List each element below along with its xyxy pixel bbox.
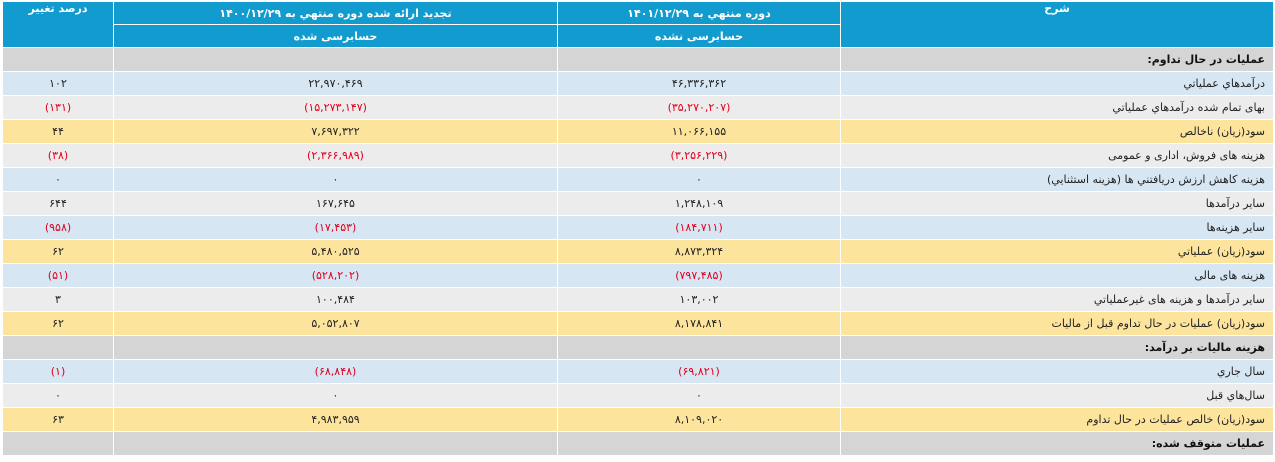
row-value: (۵۱)	[2, 263, 114, 288]
row-value: (۳,۲۵۶,۲۲۹)	[557, 143, 841, 168]
row-value: (۱۳۱)	[2, 95, 114, 120]
row-label: عمليات متوقف شده:	[840, 431, 1274, 456]
row-value: ۱۰۳,۰۰۲	[557, 287, 841, 312]
row-label: ساير درآمدها و هزينه هاى غيرعملياتي	[840, 287, 1274, 312]
row-value: (۶۹,۸۲۱)	[557, 359, 841, 384]
row-value: ۵,۴۸۰,۵۲۵	[113, 239, 558, 264]
row-value: (۶۸,۸۴۸)	[113, 359, 558, 384]
row-value: ۱۰۰,۴۸۴	[113, 287, 558, 312]
row-label: بهاى تمام شده درآمدهاي عملياتي	[840, 95, 1274, 120]
table-row: سود(زيان) عمليات در حال تداوم قبل از مال…	[2, 311, 1274, 336]
header-cell: درصد تغيير	[2, 1, 114, 48]
row-label: درآمدهاي عملياتي	[840, 71, 1274, 96]
header-cell: تجدید ارائه شده دوره منتهي به ۱۴۰۰/۱۲/۲۹	[113, 1, 558, 25]
row-value: ۷,۶۹۷,۳۲۲	[113, 119, 558, 144]
row-value: ۱,۲۴۸,۱۰۹	[557, 191, 841, 216]
row-value: ۴۶,۳۳۶,۳۶۲	[557, 71, 841, 96]
row-value: ۳	[2, 287, 114, 312]
row-value: (۹۵۸)	[2, 215, 114, 240]
row-label: ساير درآمدها	[840, 191, 1274, 216]
table-row: سود(زيان) ناخالص ۱۱,۰۶۶,۱۵۵ ۷,۶۹۷,۳۲۲ ۴۴	[2, 119, 1274, 144]
row-label: هزينه هاى فروش، ادارى و عمومى	[840, 143, 1274, 168]
row-label: سود(زيان) خالص عمليات در حال تداوم	[840, 407, 1274, 432]
table-row: هزينه کاهش ارزش دريافتني ها (هزينه استثن…	[2, 167, 1274, 192]
table-row: هزينه ماليات بر درآمد:	[2, 335, 1274, 360]
row-value: ۶۲	[2, 239, 114, 264]
row-value: (۱۷,۴۵۳)	[113, 215, 558, 240]
row-label: سود(زيان) عمليات در حال تداوم قبل از مال…	[840, 311, 1274, 336]
row-value: ۵,۰۵۲,۸۰۷	[113, 311, 558, 336]
subheader-cell: حسابرسی شده	[113, 24, 558, 48]
header-cell: دوره منتهي به ۱۴۰۱/۱۲/۲۹	[557, 1, 841, 25]
row-value: (۱۸۴,۷۱۱)	[557, 215, 841, 240]
table-row: سال جاري (۶۹,۸۲۱) (۶۸,۸۴۸) (۱)	[2, 359, 1274, 384]
row-value: ۰	[2, 383, 114, 408]
row-value: (۳۸)	[2, 143, 114, 168]
table-body: عمليات در حال تداوم: درآمدهاي عملياتي ۴۶,۳…	[2, 47, 1274, 456]
row-label: سود(زيان) عملياتي	[840, 239, 1274, 264]
row-label: هزينه کاهش ارزش دريافتني ها (هزينه استثن…	[840, 167, 1274, 192]
row-value: ۱۱,۰۶۶,۱۵۵	[557, 119, 841, 144]
row-value: ۸,۱۷۸,۸۴۱	[557, 311, 841, 336]
row-value: ۰	[113, 167, 558, 192]
row-value: ۰	[557, 167, 841, 192]
row-label: سال جاري	[840, 359, 1274, 384]
row-value	[113, 431, 558, 456]
row-value: (۷۹۷,۴۸۵)	[557, 263, 841, 288]
row-value: (۲,۳۶۶,۹۸۹)	[113, 143, 558, 168]
table-row: سایر هزینه‌ها (۱۸۴,۷۱۱) (۱۷,۴۵۳) (۹۵۸)	[2, 215, 1274, 240]
table-row: ساير درآمدها ۱,۲۴۸,۱۰۹ ۱۶۷,۶۴۵ ۶۴۴	[2, 191, 1274, 216]
row-value: ۲۲,۹۷۰,۴۶۹	[113, 71, 558, 96]
row-value	[113, 335, 558, 360]
row-value: ۰	[557, 383, 841, 408]
row-value: ۶۲	[2, 311, 114, 336]
table-row: ساير درآمدها و هزينه هاى غيرعملياتي ۱۰۳,۰…	[2, 287, 1274, 312]
row-value: ۶۴۴	[2, 191, 114, 216]
table-row: عمليات متوقف شده:	[2, 431, 1274, 456]
table-row: سود(زيان) خالص عمليات در حال تداوم ۸,۱۰۹,…	[2, 407, 1274, 432]
row-value: ۴,۹۸۳,۹۵۹	[113, 407, 558, 432]
row-value	[113, 47, 558, 72]
row-value: ۶۳	[2, 407, 114, 432]
row-value: ۰	[113, 383, 558, 408]
table-row: سود(زيان) عملياتي ۸,۸۷۳,۳۲۴ ۵,۴۸۰,۵۲۵ ۶۲	[2, 239, 1274, 264]
row-value: ۸,۸۷۳,۳۲۴	[557, 239, 841, 264]
row-label: عمليات در حال تداوم:	[840, 47, 1274, 72]
row-value: (۳۵,۲۷۰,۲۰۷)	[557, 95, 841, 120]
table-row: عمليات در حال تداوم:	[2, 47, 1274, 72]
header-cell: شرح	[840, 1, 1274, 48]
row-value: (۱۵,۲۷۳,۱۴۷)	[113, 95, 558, 120]
row-label: هزينه هاى مالى	[840, 263, 1274, 288]
row-label: هزينه ماليات بر درآمد:	[840, 335, 1274, 360]
row-value: (۵۲۸,۲۰۲)	[113, 263, 558, 288]
row-value: ۴۴	[2, 119, 114, 144]
row-label: سود(زيان) ناخالص	[840, 119, 1274, 144]
row-value	[2, 431, 114, 456]
table-row: هزينه هاى مالى (۷۹۷,۴۸۵) (۵۲۸,۲۰۲) (۵۱)	[2, 263, 1274, 288]
subheader-cell: حسابرسی نشده	[557, 24, 841, 48]
row-value	[2, 47, 114, 72]
row-value: ۱۶۷,۶۴۵	[113, 191, 558, 216]
header-row: شرح دوره منتهي به ۱۴۰۱/۱۲/۲۹ تجدید ارائه…	[2, 1, 1274, 48]
table-row: درآمدهاي عملياتي ۴۶,۳۳۶,۳۶۲ ۲۲,۹۷۰,۴۶۹ ۱۰۲	[2, 71, 1274, 96]
row-value	[557, 47, 841, 72]
row-label: سایر هزینه‌ها	[840, 215, 1274, 240]
row-value	[557, 335, 841, 360]
row-value: ۰	[2, 167, 114, 192]
row-value: ۱۰۲	[2, 71, 114, 96]
table-row: سال‌هاي قبل ۰ ۰ ۰	[2, 383, 1274, 408]
row-label: سال‌هاي قبل	[840, 383, 1274, 408]
table-row: هزينه هاى فروش، ادارى و عمومى (۳,۲۵۶,۲۲۹)…	[2, 143, 1274, 168]
row-value: (۱)	[2, 359, 114, 384]
row-value	[2, 335, 114, 360]
row-value	[557, 431, 841, 456]
table-row: بهاى تمام شده درآمدهاي عملياتي (۳۵,۲۷۰,۲۰…	[2, 95, 1274, 120]
row-value: ۸,۱۰۹,۰۲۰	[557, 407, 841, 432]
